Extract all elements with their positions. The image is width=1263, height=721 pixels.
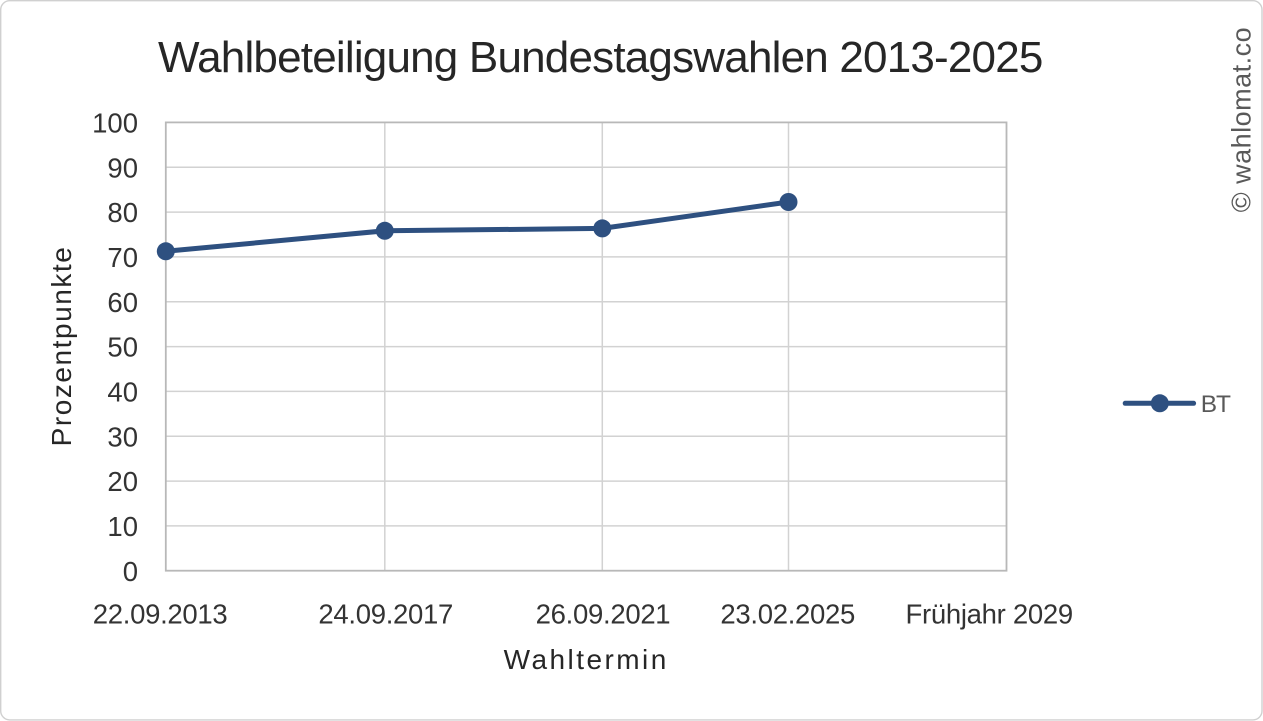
svg-text:90: 90: [107, 152, 138, 183]
svg-text:Wahltermin: Wahltermin: [504, 644, 669, 675]
svg-text:40: 40: [107, 377, 138, 408]
svg-text:70: 70: [107, 242, 138, 273]
svg-text:26.09.2021: 26.09.2021: [536, 599, 671, 630]
svg-text:Wahlbeteiligung Bundestagswahl: Wahlbeteiligung Bundestagswahlen 2013-20…: [158, 33, 1043, 82]
svg-text:20: 20: [107, 466, 138, 497]
svg-text:Prozentpunkte: Prozentpunkte: [46, 246, 77, 447]
svg-text:80: 80: [107, 197, 138, 228]
svg-text:60: 60: [107, 287, 138, 318]
svg-text:22.09.2013: 22.09.2013: [93, 599, 228, 630]
svg-text:100: 100: [92, 108, 138, 139]
svg-text:Frühjahr 2029: Frühjahr 2029: [906, 599, 1073, 630]
svg-text:© wahlomat.co: © wahlomat.co: [1227, 27, 1257, 212]
svg-text:24.09.2017: 24.09.2017: [318, 599, 453, 630]
svg-text:23.02.2025: 23.02.2025: [720, 599, 855, 630]
svg-text:BT: BT: [1201, 391, 1231, 418]
svg-text:10: 10: [107, 511, 138, 542]
svg-text:30: 30: [107, 421, 138, 452]
svg-text:50: 50: [107, 332, 138, 363]
svg-text:0: 0: [123, 556, 138, 587]
